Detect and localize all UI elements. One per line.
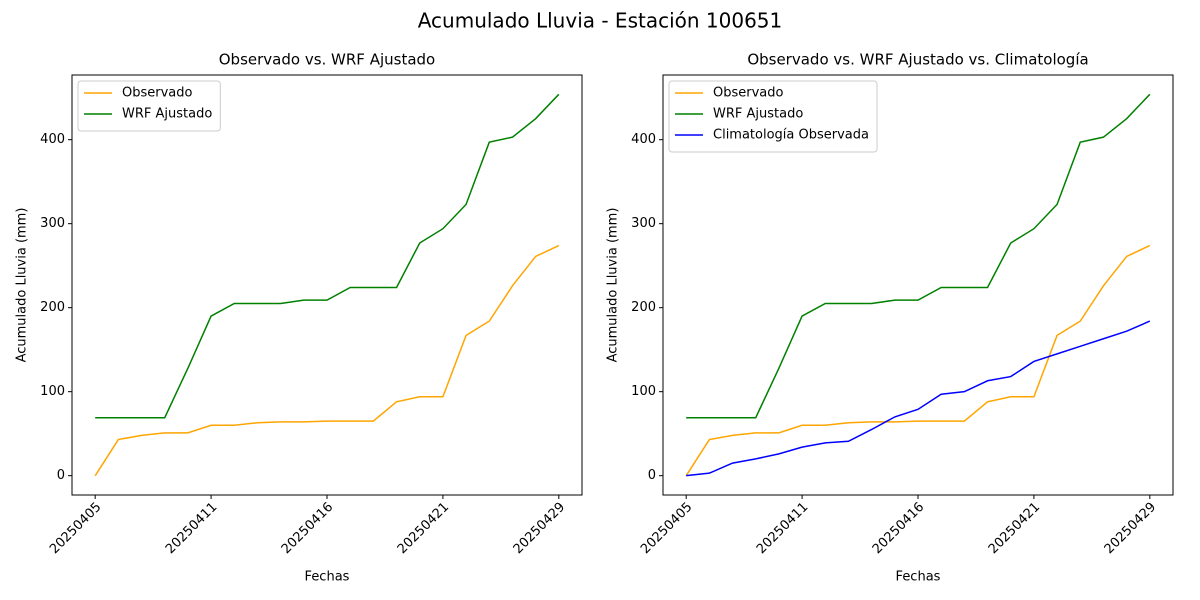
figure-title: Acumulado Lluvia - Estación 100651 [418,9,783,33]
legend-label: WRF Ajustado [713,107,803,122]
y-tick-label: 100 [631,384,656,399]
x-tick-label: 20250429 [511,500,568,557]
line-series [685,244,1151,477]
y-tick-label: 0 [57,468,65,483]
x-tick-label: 20250411 [163,500,220,557]
legend-label: Climatología Observada [713,128,869,143]
legend-frame [668,80,878,153]
line-series [686,320,1151,477]
axes-frame [71,74,583,496]
y-tick-label: 300 [631,216,656,231]
y-tick-label: 400 [40,132,65,147]
legend-frame [77,80,221,132]
y-tick-label: 200 [40,300,65,315]
line-series [94,244,560,477]
legend-label: Observado [122,86,193,101]
x-tick-label: 20250416 [870,500,927,557]
y-tick-label: 100 [40,384,65,399]
legend: Observado WRF Ajustado Climatología Observ… [668,80,878,153]
legend: Observado WRF Ajustado [77,80,221,132]
legend-label: Observado [713,86,784,101]
axes-title: Observado vs. WRF Ajustado vs. Climatolo… [747,51,1088,69]
axes-frame [662,74,1174,496]
x-tick-label: 20250411 [754,500,811,557]
x-tick-label: 20250405 [47,500,104,557]
x-tick-label: 20250421 [986,500,1043,557]
x-tick-label: 20250416 [279,500,336,557]
y-axis-label: Acumulado Lluvia (mm) [606,208,621,363]
x-tick-label: 20250405 [638,500,695,557]
line-series [686,93,1151,419]
x-tick-label: 20250429 [1102,500,1159,557]
legend-label: WRF Ajustado [122,107,212,122]
axes-title: Observado vs. WRF Ajustado [219,51,435,69]
x-axis-label: Fechas [305,570,350,585]
line-series [95,93,560,419]
x-tick-label: 20250421 [395,500,452,557]
y-tick-label: 200 [631,300,656,315]
y-tick-label: 0 [648,468,656,483]
y-tick-label: 400 [631,132,656,147]
y-tick-label: 300 [40,216,65,231]
y-axis-label: Acumulado Lluvia (mm) [15,208,30,363]
x-axis-label: Fechas [896,570,941,585]
